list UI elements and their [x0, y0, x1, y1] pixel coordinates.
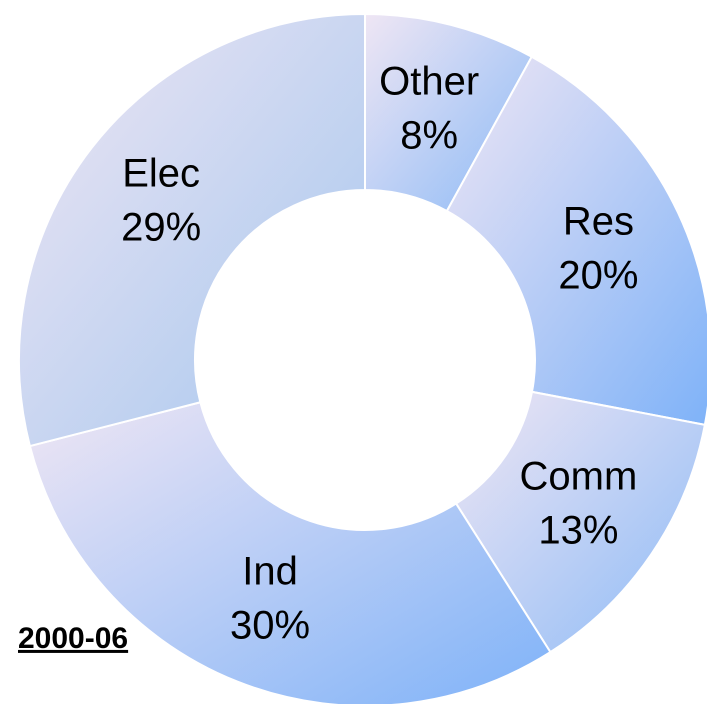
slice	[445, 55, 707, 427]
slices	[18, 12, 707, 704]
slice-label: Ind	[242, 549, 298, 593]
slice-value: 20%	[558, 254, 638, 298]
slice-value: 30%	[230, 603, 310, 647]
labels: Other 8% Res 20% Comm 13% Ind 30% Elec 29%	[121, 60, 638, 648]
slice-label: Res	[563, 200, 634, 244]
slice-value: 8%	[400, 114, 458, 158]
slice-label: Comm	[519, 455, 637, 499]
slice-label: Elec	[122, 151, 200, 195]
slice	[28, 401, 552, 704]
slice	[18, 12, 366, 448]
slice-label: Other	[379, 60, 479, 104]
slice-value: 29%	[121, 205, 201, 249]
chart-title: 2000-06	[18, 622, 128, 655]
slice-value: 13%	[538, 509, 618, 553]
slice	[454, 390, 707, 654]
